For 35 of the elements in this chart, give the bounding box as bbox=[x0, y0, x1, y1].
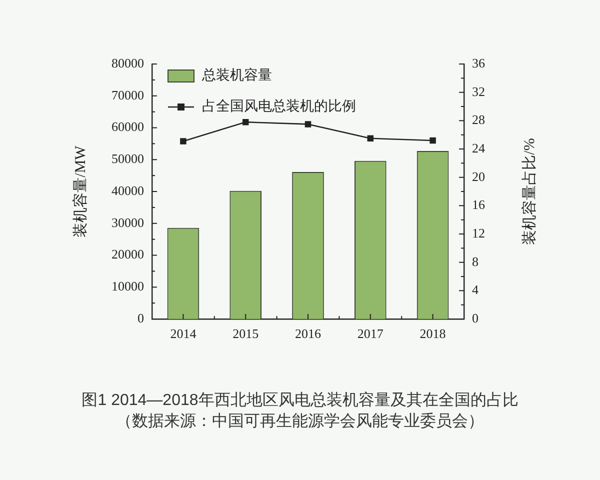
caption: 图1 2014—2018年西北地区风电总装机容量及其在全国的占比 bbox=[80, 390, 520, 411]
legend-label: 占全国风电总装机的比例 bbox=[202, 98, 356, 115]
y2-axis-title: 装机容量占比/% bbox=[520, 138, 538, 245]
point bbox=[367, 135, 374, 142]
point bbox=[304, 121, 312, 128]
x-tick-label: 2015 bbox=[232, 326, 259, 342]
legend-label: 总装机容量 bbox=[201, 68, 272, 84]
x-tick-label: 2017 bbox=[357, 326, 384, 342]
x-tick-label: 2018 bbox=[420, 326, 446, 342]
y-axis-title: 装机容量/MW bbox=[72, 144, 89, 238]
y2-tick-label: 32 bbox=[472, 84, 485, 99]
y2-tick-label: 12 bbox=[472, 225, 485, 240]
y-tick-label: 40000 bbox=[112, 182, 144, 198]
y2-tick-label: 16 bbox=[472, 197, 486, 212]
y2-tick-label: 0 bbox=[472, 310, 478, 326]
point bbox=[430, 137, 436, 144]
text: （数据来源：中国可再生能源学会风能专业委员会） bbox=[115, 412, 485, 432]
y-tick-label: 50000 bbox=[112, 151, 144, 166]
y2-tick-label: 24 bbox=[472, 140, 486, 156]
y-tick-label: 20000 bbox=[112, 246, 144, 262]
y2-tick-label: 36 bbox=[472, 55, 486, 70]
y2-tick-label: 28 bbox=[472, 112, 485, 128]
y-tick-label: 10000 bbox=[112, 278, 144, 294]
x-tick-label: 2014 bbox=[170, 326, 197, 342]
y2-tick-label: 8 bbox=[472, 254, 478, 269]
y2-tick-label: 4 bbox=[472, 282, 479, 298]
y-tick-label: 60000 bbox=[112, 119, 144, 134]
point bbox=[180, 138, 186, 144]
point bbox=[242, 118, 249, 126]
y2-tick-label: 20 bbox=[472, 168, 485, 184]
y-tick-label: 80000 bbox=[112, 55, 144, 70]
y-tick-label: 30000 bbox=[112, 214, 144, 230]
y-tick-label: 70000 bbox=[112, 87, 144, 102]
y-tick-label: 0 bbox=[138, 310, 144, 326]
x-tick-label: 2016 bbox=[295, 326, 322, 342]
